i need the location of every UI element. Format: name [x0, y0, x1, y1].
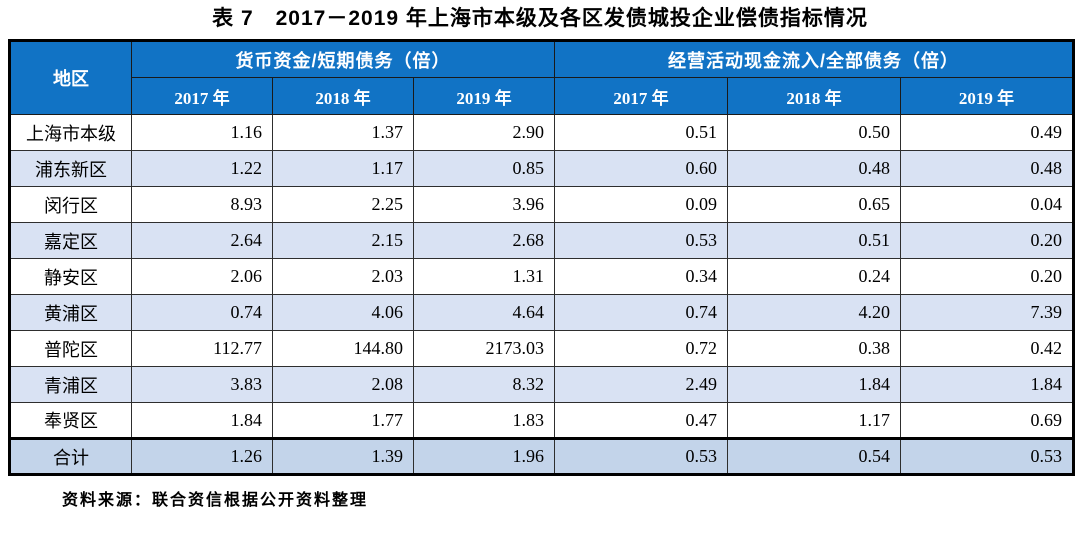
value-cell: 0.69: [899, 402, 1075, 439]
year-header: 2018 年: [272, 77, 414, 115]
region-column-header: 地区: [9, 40, 132, 115]
value-cell: 0.48: [899, 150, 1075, 187]
value-cell: 0.53: [899, 437, 1075, 475]
value-cell: 0.51: [554, 114, 728, 151]
value-cell: 1.84: [131, 402, 273, 439]
table-row-total: 合计 1.26 1.39 1.96 0.53 0.54 0.53: [9, 437, 1075, 475]
year-header: 2018 年: [727, 77, 901, 115]
region-cell: 上海市本级: [9, 114, 132, 151]
value-cell: 0.49: [899, 114, 1075, 151]
value-cell: 2.49: [554, 366, 728, 403]
value-cell: 0.38: [727, 330, 901, 367]
year-header: 2017 年: [131, 77, 273, 115]
value-cell: 0.53: [554, 222, 728, 259]
value-cell: 0.20: [899, 258, 1075, 295]
table-row: 浦东新区 1.22 1.17 0.85 0.60 0.48 0.48: [9, 150, 1075, 187]
table-row: 闵行区 8.93 2.25 3.96 0.09 0.65 0.04: [9, 186, 1075, 223]
region-cell: 青浦区: [9, 366, 132, 403]
value-cell: 0.54: [727, 437, 901, 475]
value-cell: 2.68: [413, 222, 555, 259]
value-cell: 0.65: [727, 186, 901, 223]
value-cell: 2.15: [272, 222, 414, 259]
value-cell: 0.24: [727, 258, 901, 295]
group-header-cash-to-short-debt: 货币资金/短期债务（倍）: [131, 40, 555, 78]
value-cell: 2.08: [272, 366, 414, 403]
table-row: 嘉定区 2.64 2.15 2.68 0.53 0.51 0.20: [9, 222, 1075, 259]
source-note: 资料来源：联合资信根据公开资料整理: [62, 492, 369, 509]
value-cell: 1.96: [413, 437, 555, 475]
value-cell: 1.16: [131, 114, 273, 151]
value-cell: 4.64: [413, 294, 555, 331]
table-row: 静安区 2.06 2.03 1.31 0.34 0.24 0.20: [9, 258, 1075, 295]
value-cell: 1.84: [727, 366, 901, 403]
value-cell: 0.42: [899, 330, 1075, 367]
value-cell: 8.93: [131, 186, 273, 223]
value-cell: 1.39: [272, 437, 414, 475]
value-cell: 0.74: [131, 294, 273, 331]
value-cell: 1.77: [272, 402, 414, 439]
value-cell: 1.17: [727, 402, 901, 439]
value-cell: 4.20: [727, 294, 901, 331]
year-header: 2017 年: [554, 77, 728, 115]
value-cell: 144.80: [272, 330, 414, 367]
value-cell: 3.96: [413, 186, 555, 223]
table-title: 表 7 2017－2019 年上海市本级及各区发债城投企业偿债指标情况: [212, 7, 868, 30]
value-cell: 1.22: [131, 150, 273, 187]
region-cell: 嘉定区: [9, 222, 132, 259]
value-cell: 2.90: [413, 114, 555, 151]
value-cell: 8.32: [413, 366, 555, 403]
value-cell: 1.37: [272, 114, 414, 151]
value-cell: 0.47: [554, 402, 728, 439]
region-cell: 黄浦区: [9, 294, 132, 331]
value-cell: 0.20: [899, 222, 1075, 259]
value-cell: 7.39: [899, 294, 1075, 331]
region-cell: 静安区: [9, 258, 132, 295]
value-cell: 2.25: [272, 186, 414, 223]
region-cell: 奉贤区: [9, 402, 132, 439]
value-cell: 0.85: [413, 150, 555, 187]
value-cell: 0.34: [554, 258, 728, 295]
table-body: 上海市本级 1.16 1.37 2.90 0.51 0.50 0.49 浦东新区 1.22 1.1…: [9, 114, 1075, 475]
value-cell: 0.60: [554, 150, 728, 187]
table-row: 普陀区 112.77 144.80 2173.03 0.72 0.38 0.42: [9, 330, 1075, 367]
value-cell: 2173.03: [413, 330, 555, 367]
table-row: 青浦区 3.83 2.08 8.32 2.49 1.84 1.84: [9, 366, 1075, 403]
value-cell: 0.53: [554, 437, 728, 475]
value-cell: 1.17: [272, 150, 414, 187]
value-cell: 0.04: [899, 186, 1075, 223]
value-cell: 0.51: [727, 222, 901, 259]
header-group-row: 地区 货币资金/短期债务（倍） 经营活动现金流入/全部债务（倍）: [9, 40, 1075, 115]
value-cell: 3.83: [131, 366, 273, 403]
table-row: 奉贤区 1.84 1.77 1.83 0.47 1.17 0.69: [9, 402, 1075, 439]
value-cell: 2.64: [131, 222, 273, 259]
value-cell: 1.83: [413, 402, 555, 439]
region-cell: 合计: [9, 437, 132, 475]
value-cell: 0.72: [554, 330, 728, 367]
year-header: 2019 年: [413, 77, 555, 115]
group-header-opcashin-to-total-debt: 经营活动现金流入/全部债务（倍）: [553, 40, 1075, 78]
region-cell: 普陀区: [9, 330, 132, 367]
year-header: 2019 年: [899, 77, 1075, 115]
indicator-table: 地区 货币资金/短期债务（倍） 经营活动现金流入/全部债务（倍） 2017 年 …: [8, 39, 1076, 476]
region-cell: 闵行区: [9, 186, 132, 223]
table-header: 地区 货币资金/短期债务（倍） 经营活动现金流入/全部债务（倍） 2017 年 …: [9, 40, 1075, 115]
value-cell: 2.06: [131, 258, 273, 295]
table-row: 黄浦区 0.74 4.06 4.64 0.74 4.20 7.39: [9, 294, 1075, 331]
value-cell: 1.84: [899, 366, 1075, 403]
region-cell: 浦东新区: [9, 150, 132, 187]
value-cell: 2.03: [272, 258, 414, 295]
value-cell: 0.50: [727, 114, 901, 151]
table-row: 上海市本级 1.16 1.37 2.90 0.51 0.50 0.49: [9, 114, 1075, 151]
value-cell: 1.31: [413, 258, 555, 295]
value-cell: 4.06: [272, 294, 414, 331]
value-cell: 0.48: [727, 150, 901, 187]
value-cell: 112.77: [131, 330, 273, 367]
value-cell: 1.26: [131, 437, 273, 475]
value-cell: 0.74: [554, 294, 728, 331]
value-cell: 0.09: [554, 186, 728, 223]
header-year-row: 2017 年 2018 年 2019 年 2017 年 2018 年 2019 …: [10, 77, 1075, 115]
